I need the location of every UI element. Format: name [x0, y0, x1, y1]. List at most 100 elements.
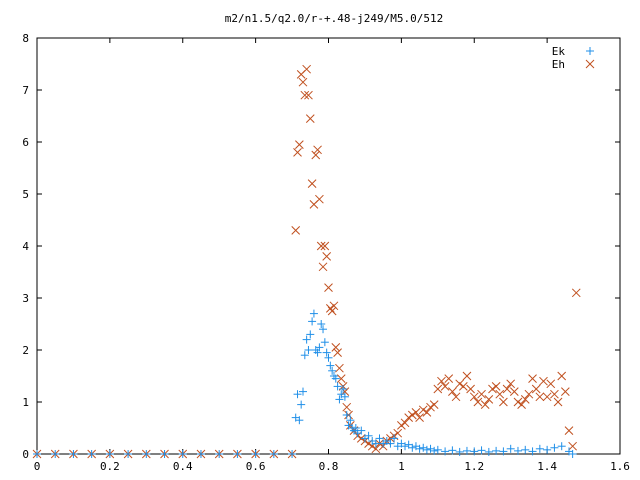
data-point-eh [333, 348, 342, 357]
data-point-ek [346, 416, 355, 425]
data-point-eh [499, 397, 508, 407]
data-point-eh [302, 64, 311, 74]
data-point-ek [333, 382, 342, 391]
data-point-ek [568, 450, 577, 458]
data-point-ek [331, 374, 340, 383]
data-point-eh [411, 408, 421, 417]
data-point-eh [300, 90, 310, 100]
data-point-ek [295, 416, 304, 425]
data-point-eh [466, 384, 475, 394]
data-point-ek [178, 450, 187, 458]
data-point-ek [87, 450, 96, 458]
y-tick-label: 2 [22, 344, 29, 357]
data-point-eh [397, 421, 406, 430]
data-point-eh [322, 252, 332, 261]
y-tick-label: 3 [22, 292, 29, 305]
y-tick-label: 6 [22, 136, 29, 149]
data-point-eh [415, 413, 424, 422]
data-point-ek [142, 450, 151, 458]
data-point-ek [351, 424, 360, 432]
x-tick-label: 0 [34, 460, 41, 473]
data-point-eh [524, 389, 534, 399]
data-point-ek [317, 320, 326, 328]
x-tick-label: 1.2 [464, 460, 484, 473]
data-point-eh [404, 413, 414, 422]
data-point-eh [509, 387, 519, 396]
data-point-ek [328, 366, 337, 375]
data-point-eh [437, 376, 446, 386]
data-point-ek [324, 353, 333, 362]
data-point-ek [528, 447, 537, 456]
data-point-eh [298, 77, 308, 87]
data-point-ek [298, 387, 307, 396]
data-point-ek [304, 346, 313, 354]
data-point-ek [339, 385, 348, 393]
x-tick-label: 1 [398, 460, 405, 473]
data-point-ek [69, 450, 78, 458]
data-point-ek [419, 443, 428, 452]
data-point-eh [480, 400, 490, 409]
y-tick-label: 4 [22, 240, 29, 253]
x-tick-label: 1.4 [537, 460, 557, 473]
data-point-eh [335, 363, 344, 373]
data-point-ek [309, 309, 318, 318]
data-point-eh [433, 384, 443, 394]
data-point-eh [455, 379, 465, 389]
x-tick-label: 0.2 [100, 460, 120, 473]
data-point-ek [326, 361, 335, 370]
data-point-eh [393, 428, 403, 438]
legend-marker-eh [585, 59, 595, 69]
y-tick-label: 1 [22, 396, 29, 409]
chart-title: m2/n1.5/q2.0/r-+.48-j249/M5.0/512 [225, 12, 444, 25]
data-point-ek [297, 400, 306, 409]
data-point-eh [329, 301, 339, 311]
data-point-eh [422, 408, 432, 417]
data-point-ek [422, 445, 431, 454]
data-point-ek [269, 450, 278, 458]
x-tick-label: 0.8 [319, 460, 339, 473]
data-point-eh [316, 241, 326, 251]
data-marks [32, 64, 581, 459]
data-point-ek [160, 450, 169, 458]
data-point-ek [335, 395, 344, 404]
data-point-ek [308, 317, 317, 326]
data-point-ek [462, 446, 471, 455]
data-point-ek [448, 446, 457, 455]
data-point-eh [324, 283, 333, 292]
data-point-eh [469, 392, 479, 402]
data-point-eh [520, 395, 530, 404]
data-point-ek [357, 426, 366, 435]
legend-label-ek: Ek [552, 45, 566, 58]
x-tick-label: 0.6 [246, 460, 266, 473]
legend-marker-ek [586, 47, 594, 55]
data-point-ek [492, 446, 501, 455]
data-point-ek [313, 348, 322, 357]
data-point-eh [550, 389, 559, 399]
data-point-eh [315, 194, 324, 204]
x-tick-label: 0.4 [173, 460, 193, 473]
data-point-ek [441, 447, 450, 456]
data-point-eh [444, 374, 454, 383]
data-point-eh [535, 392, 545, 402]
data-point-ek [484, 447, 493, 456]
data-point-ek [293, 390, 302, 399]
data-point-ek [51, 450, 60, 458]
data-point-ek [215, 450, 224, 458]
data-point-ek [302, 335, 311, 344]
data-point-ek [320, 338, 329, 347]
data-point-eh [477, 389, 486, 399]
data-point-eh [462, 371, 472, 381]
data-point-eh [418, 405, 428, 415]
data-point-eh [517, 400, 526, 409]
data-point-eh [294, 140, 304, 149]
data-point-eh [325, 304, 335, 313]
legend-label-eh: Eh [552, 58, 565, 71]
y-tick-label: 7 [22, 84, 29, 97]
data-point-eh [564, 426, 574, 435]
data-point-ek [401, 442, 410, 451]
data-point-ek [506, 444, 515, 453]
data-point-ek [342, 411, 351, 419]
data-point-eh [342, 402, 352, 412]
data-point-eh [546, 379, 556, 389]
